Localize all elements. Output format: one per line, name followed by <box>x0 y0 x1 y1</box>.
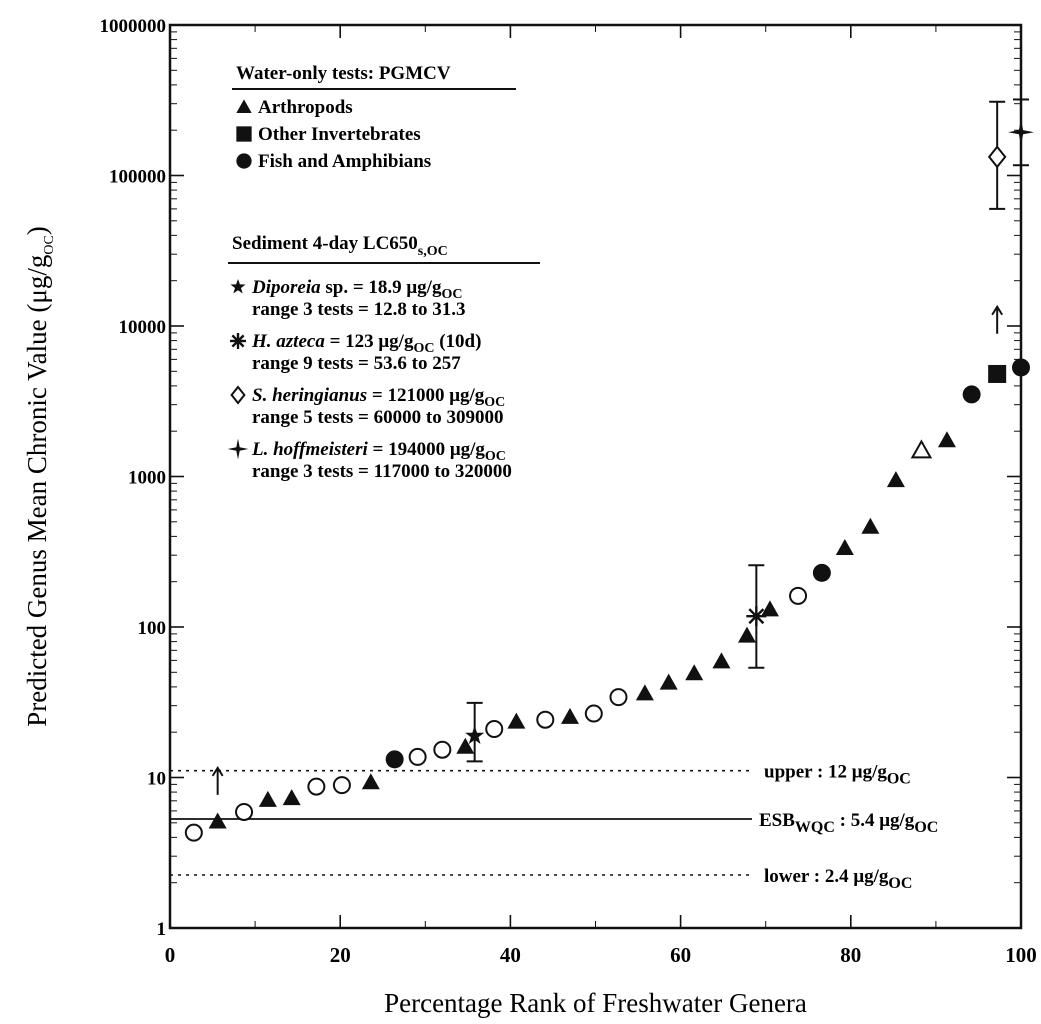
legend-heading: Water-only tests: PGMCV <box>236 63 451 84</box>
open-circle-marker <box>485 720 504 739</box>
legend-entry: Other Invertebrates <box>258 124 421 145</box>
open-diamond-marker <box>230 385 246 405</box>
reference-line-label: upper : 12 μg/gOC <box>764 762 911 788</box>
y-tick-label: 1000 <box>128 468 166 489</box>
triangle-marker <box>937 431 956 448</box>
triangle-marker <box>456 737 475 754</box>
x-tick-label: 80 <box>840 943 861 967</box>
asterisk-stroke <box>231 334 245 348</box>
sediment-legend-entry: Diporeia sp. = 18.9 μg/gOC <box>251 277 462 302</box>
triangle-marker <box>236 99 252 113</box>
axis-ticks: 1 10 100 1000 10000 100000 1000000 0 20 40 60 80 100 <box>100 16 1037 967</box>
reference-line-labels: upper : 12 μg/gOC ESBWQC : 5.4 μg/gOC lowe… <box>759 762 938 892</box>
open-circle-marker <box>332 776 351 795</box>
triangle-marker <box>861 517 880 534</box>
reference-line-label: lower : 2.4 μg/gOC <box>764 866 912 892</box>
open-circle-marker <box>536 710 555 729</box>
star-marker <box>465 725 485 744</box>
triangle-marker <box>560 707 579 724</box>
circle-marker <box>962 385 981 404</box>
triangle-marker <box>835 538 854 555</box>
data-markers <box>184 98 1034 842</box>
square-marker <box>988 364 1007 383</box>
sediment-legend-range: range 9 tests = 53.6 to 257 <box>252 353 461 374</box>
x-tick-label: 20 <box>330 943 351 967</box>
plot-area <box>168 23 1023 930</box>
open-circle-marker <box>408 747 427 766</box>
sediment-legend-heading: Sediment 4-day LC650s,OC <box>232 233 448 259</box>
y-tick-label: 10000 <box>119 317 167 338</box>
square-marker <box>236 126 252 142</box>
up-arrow-head <box>991 304 1004 316</box>
triangle-marker <box>760 600 779 617</box>
open-circle-marker <box>184 823 203 842</box>
up-arrow-head <box>211 765 224 777</box>
x-tick-label: 40 <box>500 943 521 967</box>
y-tick-label: 100 <box>138 618 167 639</box>
reference-line-label: ESBWQC : 5.4 μg/gOC <box>759 810 938 836</box>
triangle-marker <box>886 471 905 488</box>
triangle-marker <box>258 790 277 807</box>
sediment-legend-range: range 3 tests = 117000 to 320000 <box>252 461 512 482</box>
sediment-legend-range: range 3 tests = 12.8 to 31.3 <box>252 299 465 320</box>
open-circle-marker <box>433 740 452 759</box>
open-triangle-marker <box>910 439 933 459</box>
sediment-legend: Sediment 4-day LC650s,OC Diporeia sp. = 1… <box>227 233 540 482</box>
triangle-marker <box>208 812 227 829</box>
triangle-marker <box>282 789 301 806</box>
circle-marker <box>236 153 252 169</box>
circle-marker <box>385 750 404 769</box>
cross-star-marker <box>227 438 249 460</box>
x-axis-label: Percentage Rank of Freshwater Genera <box>384 988 807 1018</box>
sediment-legend-range: range 5 tests = 60000 to 309000 <box>252 407 503 428</box>
asterisk-marker <box>230 333 246 349</box>
star-marker <box>230 279 246 294</box>
triangle-marker <box>737 626 756 643</box>
triangle-marker <box>361 773 380 790</box>
asterisk-stroke <box>748 608 765 625</box>
triangle-marker <box>507 712 526 729</box>
legend: Water-only tests: PGMCV Arthropods Other I… <box>232 63 516 172</box>
sediment-legend-entry: S. heringianus = 121000 μg/gOC <box>252 385 505 410</box>
sediment-legend-entry: H. azteca = 123 μg/gOC (10d) <box>251 331 481 356</box>
y-tick-label: 100000 <box>109 167 166 188</box>
x-tick-label: 100 <box>1005 943 1037 967</box>
y-tick-label: 1 <box>157 919 167 940</box>
circle-marker <box>812 563 831 582</box>
open-circle-marker <box>789 586 808 605</box>
open-circle-marker <box>609 688 628 707</box>
reference-lines <box>170 769 752 876</box>
legend-entry: Arthropods <box>258 97 353 118</box>
y-tick-label: 1000000 <box>100 16 167 37</box>
triangle-marker <box>659 673 678 690</box>
triangle-marker <box>685 664 704 681</box>
triangle-marker <box>635 684 654 701</box>
y-axis-label: Predicted Genus Mean Chronic Value (μg/g… <box>22 226 57 727</box>
open-circle-marker <box>235 802 254 821</box>
sediment-legend-entry: L. hoffmeisteri = 194000 μg/gOC <box>251 439 506 464</box>
triangle-marker <box>712 652 731 669</box>
x-tick-label: 0 <box>165 943 176 967</box>
asterisk-marker <box>746 606 767 627</box>
x-tick-label: 60 <box>670 943 691 967</box>
open-diamond-marker <box>987 145 1007 169</box>
open-circle-marker <box>307 777 326 796</box>
open-circle-marker <box>584 704 603 723</box>
y-tick-label: 10 <box>147 769 166 790</box>
legend-entry: Fish and Amphibians <box>258 151 431 172</box>
